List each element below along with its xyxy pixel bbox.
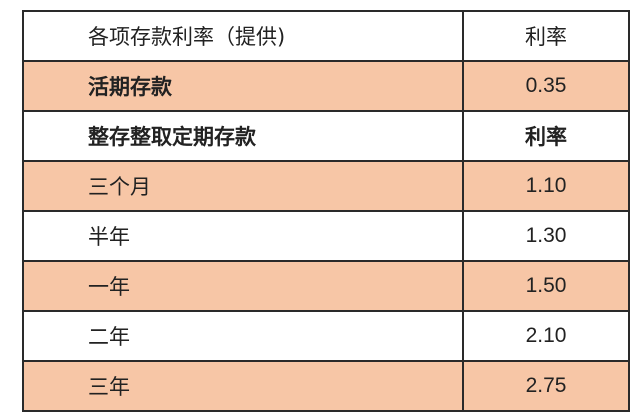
subheader-label: 整存整取定期存款 [22,110,464,162]
deposit-rate-table: 各项存款利率（提供) 利率 活期存款 0.35 整存整取定期存款 利率 三个月 … [22,10,630,412]
row-label: 活期存款 [22,60,464,112]
table-row: 活期存款 0.35 [22,60,630,112]
row-rate: 1.30 [462,210,630,262]
row-rate: 1.10 [462,160,630,212]
subheader-rate: 利率 [462,110,630,162]
table-subheader-row: 整存整取定期存款 利率 [22,110,630,162]
table-row: 一年 1.50 [22,260,630,312]
table-row: 三年 2.75 [22,360,630,412]
header-rate: 利率 [462,10,630,62]
table-row: 半年 1.30 [22,210,630,262]
row-rate: 0.35 [462,60,630,112]
header-label: 各项存款利率（提供) [22,10,464,62]
row-label: 三个月 [22,160,464,212]
row-label: 半年 [22,210,464,262]
table-row: 二年 2.10 [22,310,630,362]
row-label: 二年 [22,310,464,362]
table-row: 三个月 1.10 [22,160,630,212]
row-label: 三年 [22,360,464,412]
row-rate: 2.75 [462,360,630,412]
row-rate: 2.10 [462,310,630,362]
row-rate: 1.50 [462,260,630,312]
row-label: 一年 [22,260,464,312]
table-header-row: 各项存款利率（提供) 利率 [22,10,630,62]
